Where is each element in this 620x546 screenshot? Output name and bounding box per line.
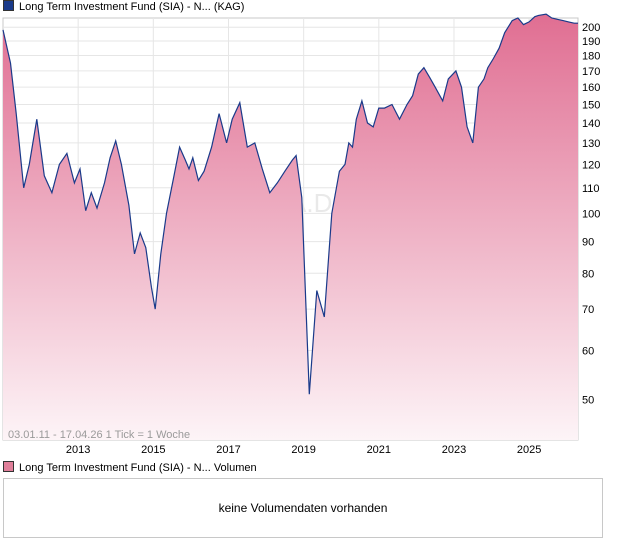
y-tick-label: 150 bbox=[582, 99, 600, 111]
y-tick-label: 120 bbox=[582, 159, 600, 171]
main-series-label: Long Term Investment Fund (SIA) - N... (… bbox=[19, 1, 245, 13]
x-tick-label: 2021 bbox=[367, 444, 391, 456]
y-tick-label: 190 bbox=[582, 36, 600, 48]
y-tick-label: 200 bbox=[582, 22, 600, 34]
x-tick-label: 2019 bbox=[291, 444, 315, 456]
y-tick-label: 160 bbox=[582, 82, 600, 94]
y-tick-label: 180 bbox=[582, 51, 600, 63]
y-tick-label: 110 bbox=[582, 183, 600, 195]
y-tick-label: 50 bbox=[582, 394, 594, 406]
y-tick-label: 90 bbox=[582, 237, 594, 249]
price-chart: ARIVA.DE 5060708090100110120130140150160… bbox=[2, 13, 600, 456]
y-tick-label: 170 bbox=[582, 66, 600, 78]
y-tick-label: 130 bbox=[582, 138, 600, 150]
y-tick-label: 100 bbox=[582, 208, 600, 220]
volume-panel: keine Volumendaten vorhanden bbox=[3, 478, 603, 538]
x-tick-label: 2025 bbox=[517, 444, 541, 456]
chart-legend-main: Long Term Investment Fund (SIA) - N... (… bbox=[3, 0, 244, 14]
price-line bbox=[2, 13, 578, 395]
x-tick-label: 2023 bbox=[442, 444, 466, 456]
chart-legend-volume: Long Term Investment Fund (SIA) - N... V… bbox=[3, 461, 257, 475]
x-axis: 2013 2015 2017 2019 2021 2023 2025 bbox=[66, 444, 541, 456]
y-tick-label: 70 bbox=[582, 304, 594, 316]
x-tick-label: 2015 bbox=[141, 444, 165, 456]
main-series-swatch bbox=[3, 0, 14, 11]
volume-series-label: Long Term Investment Fund (SIA) - N... V… bbox=[19, 462, 257, 474]
volume-empty-message: keine Volumendaten vorhanden bbox=[218, 501, 388, 515]
y-tick-label: 80 bbox=[582, 268, 594, 280]
y-tick-label: 140 bbox=[582, 118, 600, 130]
x-tick-label: 2013 bbox=[66, 444, 90, 456]
volume-series-swatch bbox=[3, 461, 14, 472]
x-tick-label: 2017 bbox=[216, 444, 240, 456]
price-area-fill bbox=[3, 14, 578, 440]
date-range-footnote: 03.01.11 - 17.04.26 1 Tick = 1 Woche bbox=[8, 429, 190, 441]
y-axis: 50 60 70 80 90 100 110 120 130 140 150 160 170 180 190… bbox=[582, 22, 600, 406]
y-tick-label: 60 bbox=[582, 346, 594, 358]
